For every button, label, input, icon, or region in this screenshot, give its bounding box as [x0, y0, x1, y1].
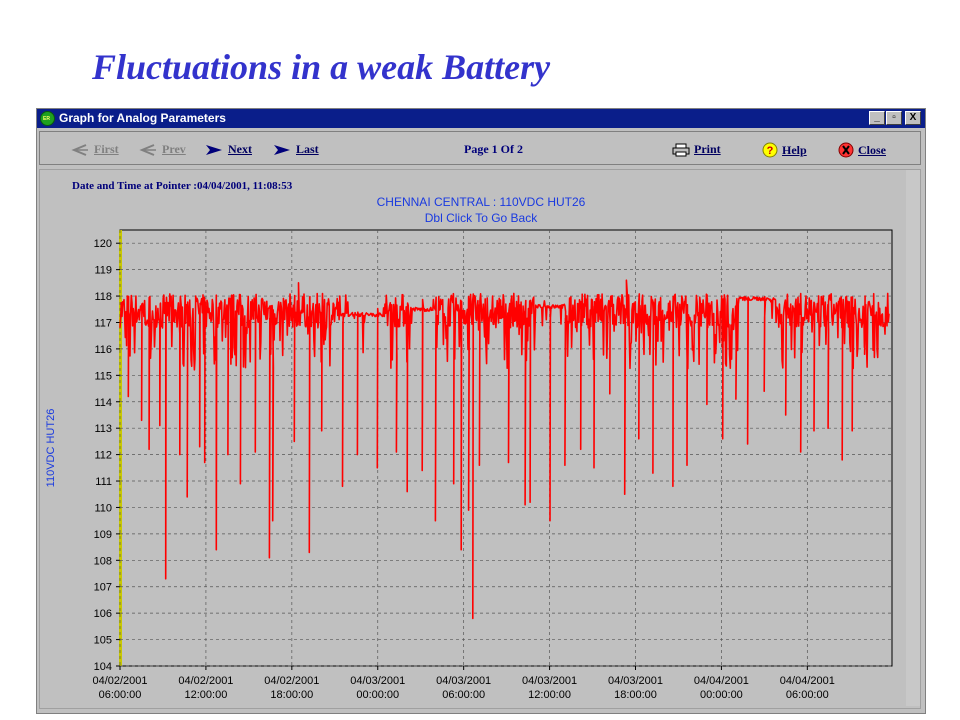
vertical-scrollbar[interactable]	[906, 170, 920, 706]
x-tick-label-time: 18:00:00	[270, 689, 313, 701]
x-tick-label-date: 04/03/2001	[436, 675, 491, 687]
y-tick-label: 108	[94, 555, 112, 567]
plot-frame	[119, 229, 893, 667]
y-tick-label: 116	[94, 344, 112, 356]
x-tick-label-date: 04/03/2001	[608, 675, 663, 687]
y-tick-label: 106	[94, 608, 112, 620]
y-tick-label: 119	[94, 265, 112, 277]
prev-button[interactable]: Prev	[138, 142, 186, 157]
window-titlebar[interactable]: ER Graph for Analog Parameters _ ▫ X	[37, 109, 925, 128]
help-button[interactable]: ? Help	[762, 142, 807, 158]
pointer-info: Date and Time at Pointer :04/04/2001, 11…	[72, 180, 293, 192]
printer-icon	[672, 143, 690, 156]
plot-left-edge	[119, 230, 122, 666]
x-tick-label-date: 04/02/2001	[178, 675, 233, 687]
x-tick-label-date: 04/03/2001	[522, 675, 577, 687]
page-indicator: Page 1 Of 2	[464, 142, 523, 156]
x-tick-label-time: 18:00:00	[614, 689, 657, 701]
x-tick-label-date: 04/02/2001	[264, 675, 319, 687]
x-tick-label-time: 06:00:00	[99, 689, 142, 701]
x-tick-label-date: 04/02/2001	[92, 675, 147, 687]
help-icon: ?	[762, 142, 778, 158]
y-tick-label: 118	[94, 291, 112, 303]
minimize-button[interactable]: _	[869, 111, 885, 125]
print-button[interactable]: Print	[672, 142, 721, 157]
x-tick-label-time: 00:00:00	[700, 689, 743, 701]
last-button[interactable]: Last	[272, 142, 319, 157]
y-tick-label: 117	[94, 317, 112, 329]
chart-title: CHENNAI CENTRAL : 110VDC HUT26	[376, 195, 586, 209]
chart-subtitle[interactable]: Dbl Click To Go Back	[424, 211, 538, 225]
y-tick-label: 113	[94, 423, 112, 435]
first-arrow-icon	[71, 143, 88, 156]
graph-window: ER Graph for Analog Parameters _ ▫ X Fir…	[36, 108, 926, 714]
x-tick-label-time: 06:00:00	[786, 689, 829, 701]
y-tick-label: 112	[94, 450, 112, 462]
y-tick-label: 120	[94, 238, 112, 250]
y-tick-label: 115	[94, 370, 112, 382]
x-tick-label-time: 06:00:00	[442, 689, 485, 701]
graph-panel[interactable]: Date and Time at Pointer :04/04/2001, 11…	[39, 169, 921, 709]
y-tick-label: 107	[94, 582, 112, 594]
next-button[interactable]: Next	[204, 142, 252, 157]
x-tick-label-date: 04/04/2001	[694, 675, 749, 687]
restore-button[interactable]: ▫	[886, 111, 902, 125]
x-tick-label-date: 04/04/2001	[780, 675, 835, 687]
x-tick-label-date: 04/03/2001	[350, 675, 405, 687]
y-tick-label: 111	[95, 476, 112, 488]
y-axis-label: 110VDC HUT26	[45, 409, 57, 488]
next-arrow-icon	[206, 144, 222, 155]
voltage-chart[interactable]: 104 105 106 107 108 109 110 111 112 113 114 115 116 1…	[40, 170, 908, 708]
slide-title: Fluctuations in a weak Battery	[92, 47, 551, 87]
y-tick-label: 104	[94, 661, 112, 673]
y-tick-label: 109	[94, 529, 112, 541]
svg-text:?: ?	[767, 145, 774, 157]
x-tick-label-time: 00:00:00	[356, 689, 399, 701]
close-button[interactable]: Close	[838, 142, 886, 158]
window-title: Graph for Analog Parameters	[59, 111, 226, 125]
prev-arrow-icon	[139, 143, 156, 156]
y-tick-label: 114	[94, 397, 112, 409]
x-tick-label-time: 12:00:00	[185, 689, 228, 701]
app-icon: ER	[40, 111, 55, 126]
last-arrow-icon	[274, 144, 290, 155]
window-close-button[interactable]: X	[905, 111, 921, 125]
toolbar: First Prev Next Last Page 1 Of 2 Print ?…	[39, 131, 921, 165]
y-tick-label: 105	[94, 635, 112, 647]
first-button[interactable]: First	[70, 142, 119, 157]
voltage-series-line	[119, 279, 890, 620]
y-tick-label: 110	[94, 502, 112, 514]
x-tick-label-time: 12:00:00	[528, 689, 571, 701]
close-icon	[838, 142, 854, 158]
